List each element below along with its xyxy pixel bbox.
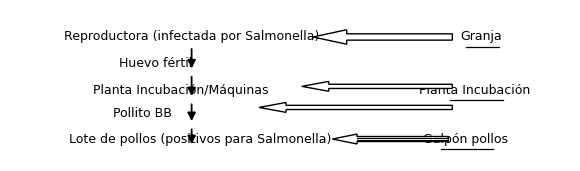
- Text: Reproductora (infectada por Salmonella): Reproductora (infectada por Salmonella): [64, 30, 320, 43]
- Polygon shape: [302, 81, 452, 91]
- Text: Huevo fértil: Huevo fértil: [119, 57, 193, 70]
- Text: Planta Incubación: Planta Incubación: [419, 84, 531, 97]
- Polygon shape: [313, 30, 452, 44]
- Polygon shape: [332, 134, 448, 144]
- Text: Lote de pollos (positivos para Salmonella): Lote de pollos (positivos para Salmonell…: [70, 133, 332, 146]
- Text: Galpón pollos: Galpón pollos: [423, 133, 508, 146]
- Text: Granja: Granja: [461, 30, 502, 43]
- Text: Planta Incubación/Máquinas: Planta Incubación/Máquinas: [93, 84, 268, 97]
- Polygon shape: [259, 102, 452, 112]
- Text: Pollito BB: Pollito BB: [113, 107, 172, 120]
